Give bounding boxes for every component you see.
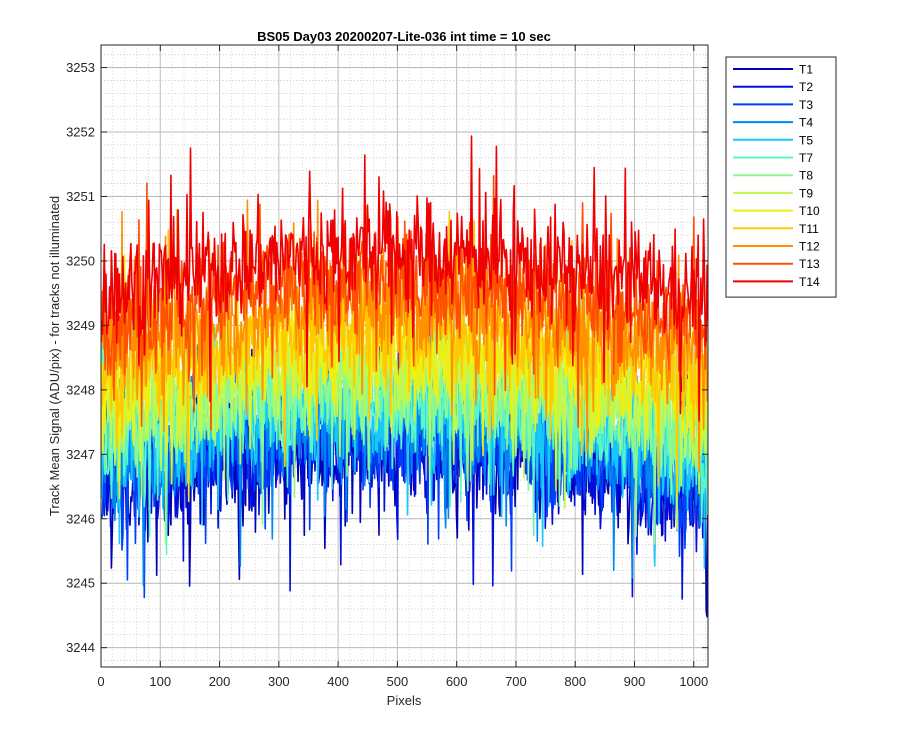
- legend-label-t5: T5: [799, 133, 813, 147]
- x-tick-labels: 0 100 200 300 400 500 600 700 800 900 1000: [97, 674, 708, 689]
- legend-label-t14: T14: [799, 275, 820, 289]
- x-tick-label: 0: [97, 674, 104, 689]
- series-layer: [101, 135, 708, 618]
- plot-border: [100, 44, 709, 668]
- y-tick-labels: 3244 3245 3246 3247 3248 3249 3250 3251 3252 3253: [66, 60, 95, 655]
- legend: T1 T2 T3 T4 T5 T7 T8 T9 T10 T11 T12 T13 T14: [725, 56, 837, 298]
- x-tick-label: 100: [149, 674, 171, 689]
- legend-label-t9: T9: [799, 186, 813, 200]
- x-axis-label: Pixels: [387, 693, 422, 708]
- y-tick-label: 3249: [66, 318, 95, 333]
- y-tick-label: 3246: [66, 511, 95, 526]
- x-tick-label: 500: [387, 674, 409, 689]
- legend-label-t1: T1: [799, 63, 813, 77]
- legend-label-t8: T8: [799, 169, 813, 183]
- y-tick-label: 3245: [66, 576, 95, 591]
- x-tick-label: 700: [505, 674, 527, 689]
- x-tick-label: 400: [327, 674, 349, 689]
- legend-label-t2: T2: [799, 80, 813, 94]
- series-line-t14: [101, 135, 708, 422]
- x-tick-label: 900: [624, 674, 646, 689]
- legend-label-t13: T13: [799, 257, 820, 271]
- y-tick-label: 3253: [66, 60, 95, 75]
- y-tick-label: 3250: [66, 253, 95, 268]
- legend-box: [725, 56, 837, 298]
- x-tick-label: 300: [268, 674, 290, 689]
- chart-title: BS05 Day03 20200207-Lite-036 int time = …: [257, 29, 551, 44]
- y-tick-label: 3248: [66, 382, 95, 397]
- x-tick-label: 200: [209, 674, 231, 689]
- legend-label-t4: T4: [799, 116, 813, 130]
- axes: [100, 44, 709, 668]
- y-tick-label: 3252: [66, 125, 95, 140]
- legend-label-t10: T10: [799, 204, 820, 218]
- legend-label-t3: T3: [799, 98, 813, 112]
- legend-label-t12: T12: [799, 240, 820, 254]
- y-tick-label: 3251: [66, 189, 95, 204]
- x-tick-label: 1000: [679, 674, 708, 689]
- legend-label-t7: T7: [799, 151, 813, 165]
- y-tick-label: 3244: [66, 640, 95, 655]
- y-axis-label: Track Mean Signal (ADU/pix) - for tracks…: [47, 196, 62, 516]
- y-tick-label: 3247: [66, 447, 95, 462]
- x-tick-label: 800: [564, 674, 586, 689]
- legend-label-t11: T11: [799, 222, 819, 236]
- x-tick-label: 600: [446, 674, 468, 689]
